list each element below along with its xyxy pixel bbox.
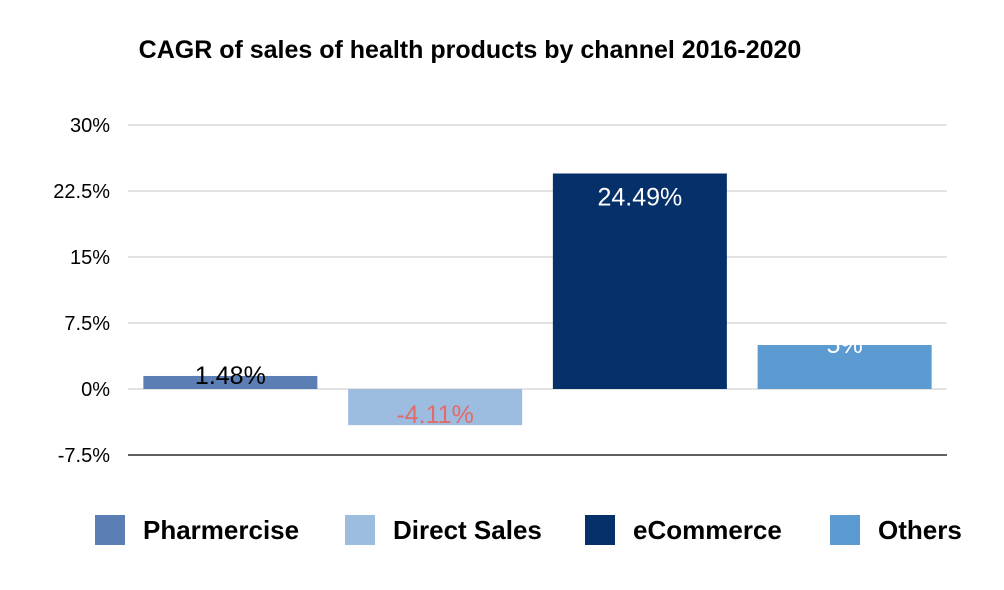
- gridlines: [128, 124, 947, 456]
- chart-title: CAGR of sales of health products by chan…: [138, 36, 802, 64]
- y-tick-label: 7.5%: [64, 313, 110, 335]
- data-labels: 1.48% -4.11% 24.49% 5%: [195, 183, 863, 429]
- bar-ecommerce: [552, 173, 727, 389]
- y-tick-label: 15%: [70, 247, 110, 269]
- data-label: 24.49%: [597, 183, 682, 211]
- legend-item: Pharmercise: [95, 508, 299, 552]
- bars: [143, 173, 932, 426]
- legend-label: Direct Sales: [393, 514, 542, 545]
- y-tick-label: 0%: [81, 379, 110, 401]
- legend-item: Direct Sales: [345, 508, 542, 552]
- bar-direct-sales: [348, 389, 523, 426]
- legend-item: eCommerce: [585, 508, 782, 552]
- y-tick-label: 22.5%: [53, 181, 110, 203]
- bar-pharmercise: [143, 375, 318, 389]
- y-axis-ticks: 30% 22.5% 15% 7.5% 0% -7.5%: [53, 115, 110, 467]
- data-label: 1.48%: [195, 362, 266, 390]
- legend-label: Pharmercise: [143, 514, 300, 545]
- bar-chart: 30% 22.5% 15% 7.5% 0% -7.5% 1.48% -4.11% 24.49%…: [53, 115, 947, 467]
- bar-others: [757, 345, 932, 389]
- legend-item: Others: [830, 508, 962, 552]
- legend-label: eCommerce: [633, 514, 782, 545]
- data-label: 5%: [827, 331, 863, 359]
- legend: Pharmercise Direct Sales eCommerce Others: [0, 508, 1004, 552]
- legend-swatch: [585, 515, 615, 545]
- legend-swatch: [830, 515, 860, 545]
- legend-swatch: [95, 515, 125, 545]
- legend-label: Others: [878, 514, 962, 545]
- legend-swatch: [345, 515, 375, 545]
- y-tick-label: -7.5%: [58, 445, 110, 467]
- data-label: -4.11%: [396, 401, 473, 429]
- y-tick-label: 30%: [70, 115, 110, 137]
